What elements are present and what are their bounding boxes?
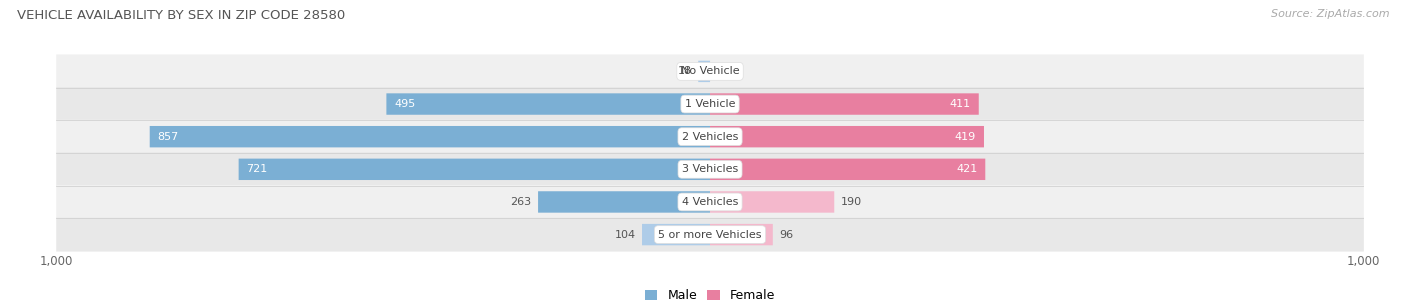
Text: 495: 495 — [394, 99, 416, 109]
FancyBboxPatch shape — [710, 224, 773, 245]
Text: 857: 857 — [157, 132, 179, 142]
Text: 263: 263 — [510, 197, 531, 207]
FancyBboxPatch shape — [387, 93, 710, 115]
Text: VEHICLE AVAILABILITY BY SEX IN ZIP CODE 28580: VEHICLE AVAILABILITY BY SEX IN ZIP CODE … — [17, 9, 344, 22]
FancyBboxPatch shape — [710, 191, 834, 213]
FancyBboxPatch shape — [56, 185, 1364, 219]
Text: 3 Vehicles: 3 Vehicles — [682, 164, 738, 174]
Text: 5 or more Vehicles: 5 or more Vehicles — [658, 230, 762, 240]
Text: 104: 104 — [614, 230, 636, 240]
Legend: Male, Female: Male, Female — [640, 284, 780, 306]
Text: 2 Vehicles: 2 Vehicles — [682, 132, 738, 142]
Text: 1 Vehicle: 1 Vehicle — [685, 99, 735, 109]
FancyBboxPatch shape — [710, 159, 986, 180]
Text: 190: 190 — [841, 197, 862, 207]
FancyBboxPatch shape — [699, 61, 710, 82]
Text: 411: 411 — [950, 99, 972, 109]
Text: Source: ZipAtlas.com: Source: ZipAtlas.com — [1271, 9, 1389, 19]
FancyBboxPatch shape — [538, 191, 710, 213]
Text: 421: 421 — [956, 164, 977, 174]
FancyBboxPatch shape — [56, 218, 1364, 252]
Text: 96: 96 — [779, 230, 793, 240]
FancyBboxPatch shape — [710, 93, 979, 115]
FancyBboxPatch shape — [56, 87, 1364, 121]
Text: 419: 419 — [955, 132, 976, 142]
FancyBboxPatch shape — [643, 224, 710, 245]
Text: No Vehicle: No Vehicle — [681, 66, 740, 76]
Text: 4 Vehicles: 4 Vehicles — [682, 197, 738, 207]
Text: 721: 721 — [246, 164, 267, 174]
FancyBboxPatch shape — [56, 120, 1364, 154]
FancyBboxPatch shape — [239, 159, 710, 180]
FancyBboxPatch shape — [56, 152, 1364, 186]
FancyBboxPatch shape — [149, 126, 710, 147]
Text: 18: 18 — [678, 66, 692, 76]
FancyBboxPatch shape — [710, 126, 984, 147]
FancyBboxPatch shape — [56, 54, 1364, 88]
